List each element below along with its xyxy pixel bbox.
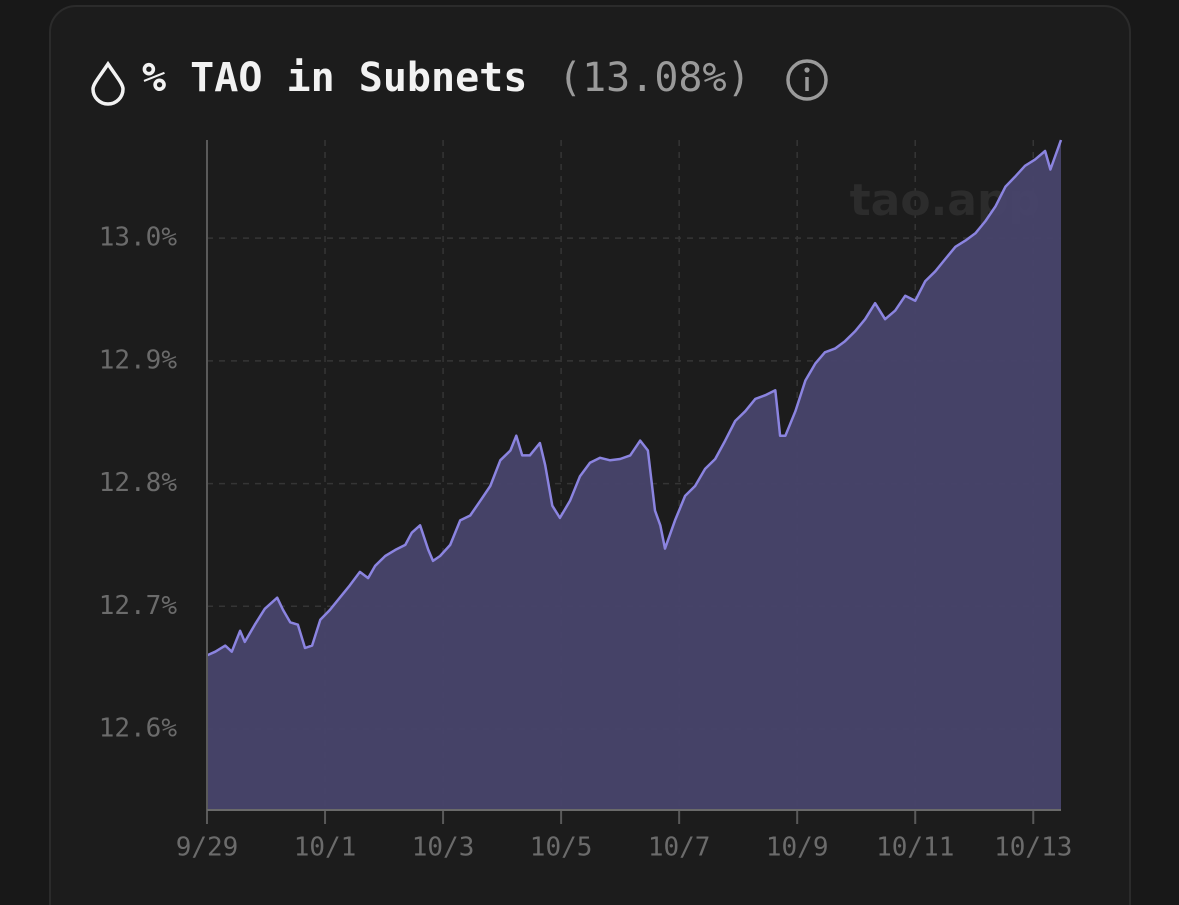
x-tick-label: 10/7: [648, 833, 711, 863]
y-tick-label: 12.8%: [99, 468, 178, 498]
title-value: (13.08%): [558, 55, 751, 101]
x-tick-label: 10/5: [530, 833, 593, 863]
drop-icon: [91, 60, 125, 106]
y-tick-label: 13.0%: [99, 223, 178, 253]
y-tick-label: 12.7%: [99, 591, 178, 621]
line: [206, 139, 1063, 657]
x-tick-label: 9/29: [176, 833, 239, 863]
x-tick-label: 10/11: [876, 833, 954, 863]
x-tick-label: 10/3: [412, 833, 475, 863]
info-icon[interactable]: [786, 59, 828, 101]
y-tick-label: 12.6%: [99, 714, 178, 744]
area-fill: [207, 140, 1061, 810]
x-tick-label: 10/13: [994, 833, 1072, 863]
y-tick-label: 12.9%: [99, 345, 178, 375]
x-tick-label: 10/1: [294, 833, 357, 863]
x-tick-label: 10/9: [766, 833, 829, 863]
chart-title: % TAO in Subnets: [142, 55, 527, 101]
